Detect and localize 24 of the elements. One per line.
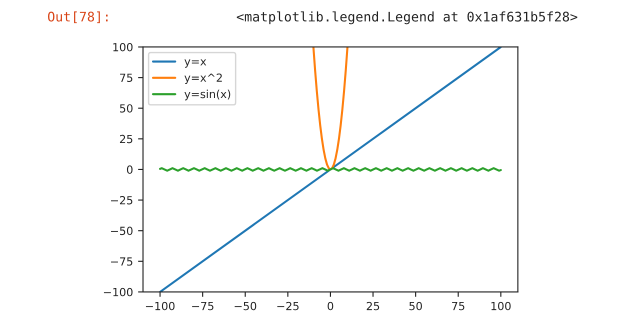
- text: <matplotlib.legend.Legend at 0x1af631b5f28>: [236, 11, 578, 24]
- y-tick-label: 50: [120, 104, 133, 113]
- legend-label: y=x^2: [184, 73, 222, 84]
- y-tick-label: 100: [113, 42, 133, 52]
- x-tick-label: 25: [366, 302, 380, 310]
- x-tick-label: 100: [491, 302, 511, 310]
- x-tick-label: −50: [234, 302, 256, 310]
- y-tick-label: −75: [111, 257, 132, 266]
- x-tick-label: −25: [277, 302, 299, 310]
- x-tick-label: 75: [452, 302, 464, 310]
- y-tick-label: −50: [111, 226, 133, 236]
- text: Out[78]:: [48, 11, 108, 24]
- line-series: [312, 46, 349, 170]
- legend-label: y=sin(x): [184, 90, 230, 100]
- y-tick-label: 0: [126, 165, 133, 174]
- x-tick-label: 0: [328, 302, 334, 310]
- x-tick-label: −100: [146, 302, 175, 310]
- y-tick-label: 75: [120, 74, 132, 82]
- y-tick-label: −25: [111, 196, 132, 204]
- x-tick-label: 50: [409, 302, 422, 310]
- y-tick-label: −100: [104, 288, 133, 296]
- legend-label: y=x: [184, 59, 206, 68]
- y-tick-label: 25: [120, 134, 132, 144]
- x-tick-label: −75: [192, 302, 214, 310]
